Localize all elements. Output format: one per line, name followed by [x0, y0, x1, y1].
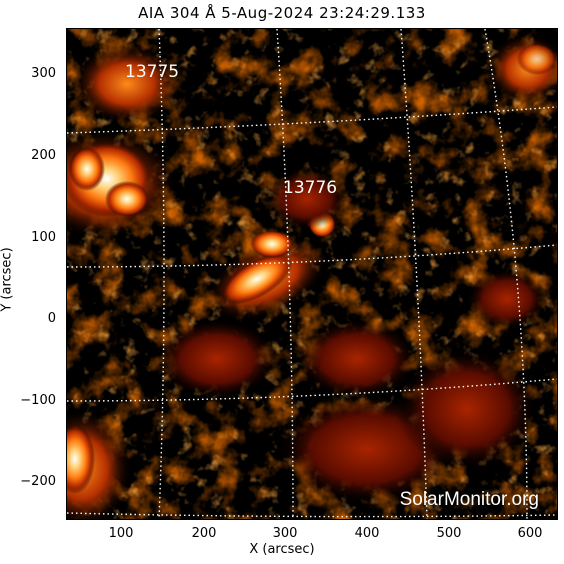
region-label-13776: 13776 [283, 178, 338, 198]
y-tick-label: −200 [20, 474, 56, 489]
solar-emission-svg [67, 29, 557, 519]
y-tick-label: 200 [31, 148, 56, 163]
y-tick-label: −100 [20, 393, 56, 408]
solar-plot-area: 13775 13776 SolarMonitor.org [67, 29, 557, 519]
y-tick-label: 100 [31, 230, 56, 245]
x-tick-label: 600 [517, 526, 543, 541]
x-tick-label: 200 [191, 526, 217, 541]
image-title: AIA 304 Å 5-Aug-2024 23:24:29.133 [138, 4, 426, 22]
y-axis-label: Y (arcsec) [0, 247, 15, 312]
x-tick-label: 500 [436, 526, 462, 541]
x-tick-label: 400 [354, 526, 380, 541]
x-axis-label: X (arcsec) [249, 542, 315, 557]
heliographic-grid [67, 29, 557, 519]
region-label-13775: 13775 [125, 62, 180, 82]
watermark: SolarMonitor.org [399, 489, 539, 510]
x-tick-label: 300 [272, 526, 298, 541]
y-tick-label: 0 [47, 311, 56, 326]
y-tick-label: 300 [31, 66, 56, 81]
upper-right-plage-emission [487, 34, 557, 104]
diffuse-emission [157, 269, 547, 504]
x-tick-label: 100 [108, 526, 134, 541]
active-region-13775-emission [67, 44, 182, 239]
lower-left-plage-emission [67, 409, 132, 519]
